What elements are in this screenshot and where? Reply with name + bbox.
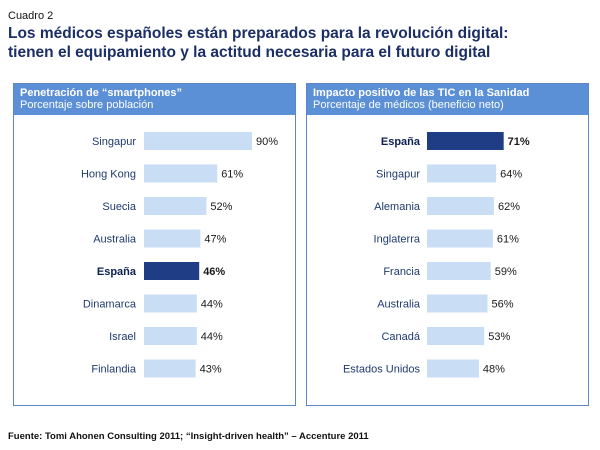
category-label: España: [381, 136, 421, 148]
category-label: Australia: [93, 234, 137, 246]
value-label: 47%: [204, 234, 226, 246]
figure-title: Los médicos españoles están preparados p…: [8, 24, 593, 62]
bar-3: [144, 229, 201, 248]
source-note: Fuente: Tomi Ahonen Consulting 2011; “In…: [8, 431, 369, 442]
smartphone-penetration-panel: Penetración de “smartphones” Porcentaje …: [13, 83, 296, 406]
bar-4: [427, 262, 491, 280]
bar-7: [427, 359, 479, 378]
category-label: Suecia: [102, 201, 137, 213]
category-label: Singapur: [92, 136, 136, 148]
value-label: 61%: [221, 169, 243, 181]
chart-subtitle: Porcentaje sobre población: [20, 99, 154, 111]
bar-3: [427, 229, 493, 248]
value-label: 71%: [508, 136, 530, 148]
bar-2: [427, 197, 494, 215]
category-label: Estados Unidos: [343, 364, 421, 376]
category-label: Dinamarca: [83, 299, 137, 311]
category-label: Australia: [377, 299, 421, 311]
value-label: 44%: [201, 331, 223, 343]
bar-5: [144, 294, 197, 313]
chart-title: Penetración de “smartphones”: [20, 87, 182, 99]
bar-7: [144, 359, 196, 378]
bar-1: [427, 164, 497, 183]
value-label: 44%: [201, 299, 223, 311]
category-label: Alemania: [374, 201, 421, 213]
chart-subtitle: Porcentaje de médicos (beneficio neto): [313, 99, 504, 111]
bar-6: [427, 327, 485, 345]
value-label: 90%: [256, 136, 278, 148]
value-label: 43%: [200, 364, 222, 376]
bar-1: [144, 164, 218, 183]
smartphone-penetration-header: Penetración de “smartphones” Porcentaje …: [14, 84, 295, 115]
category-label: Francia: [383, 266, 421, 278]
category-label: Finlandia: [91, 364, 137, 376]
value-label: 59%: [495, 266, 517, 278]
bar-2: [144, 197, 207, 215]
category-label: Singapur: [376, 169, 420, 181]
bar-4: [144, 262, 200, 280]
value-label: 62%: [498, 201, 520, 213]
bar-0: [144, 132, 252, 150]
ict-impact-panel: Impacto positivo de las TIC en la Sanida…: [306, 83, 589, 406]
value-label: 61%: [497, 234, 519, 246]
figure-label: Cuadro 2: [8, 10, 54, 22]
bar-5: [427, 294, 488, 313]
category-label: Inglaterra: [374, 234, 421, 246]
figure-title-line-1: Los médicos españoles están preparados p…: [8, 25, 509, 42]
chart-title: Impacto positivo de las TIC en la Sanida…: [313, 87, 530, 99]
value-label: 53%: [488, 331, 510, 343]
category-label: Canadá: [381, 331, 420, 343]
category-label: Hong Kong: [81, 169, 136, 181]
category-label: España: [97, 266, 137, 278]
bar-6: [144, 327, 197, 345]
figure-title-line-2: tienen el equipamiento y la actitud nece…: [8, 44, 491, 61]
value-label: 56%: [491, 299, 513, 311]
smartphone-penetration-chart: Singapur 90% Hong Kong 61% Suecia 52% Australi…: [81, 132, 278, 378]
value-label: 52%: [210, 201, 232, 213]
value-label: 48%: [483, 364, 505, 376]
value-label: 64%: [500, 169, 522, 181]
bar-0: [427, 132, 504, 150]
category-label: Israel: [109, 331, 136, 343]
ict-impact-header: Impacto positivo de las TIC en la Sanida…: [307, 84, 588, 115]
ict-impact-chart: España 71% Singapur 64% Alemania 62% Inglaterr…: [343, 132, 530, 378]
value-label: 46%: [203, 266, 225, 278]
